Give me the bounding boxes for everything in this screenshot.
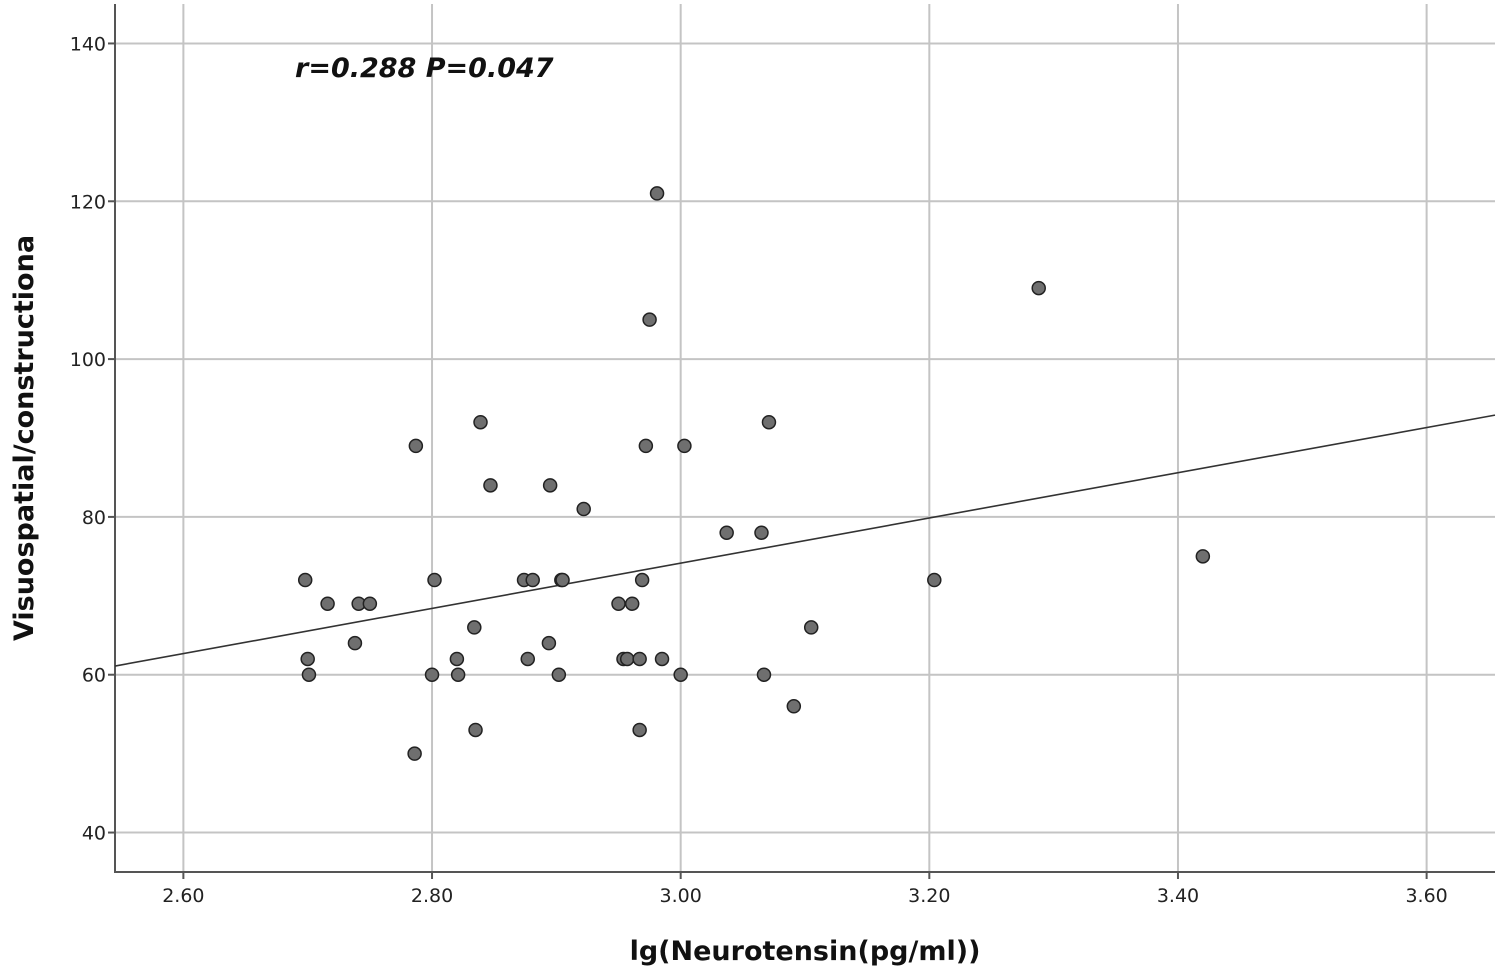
data-point xyxy=(1195,549,1211,564)
data-point xyxy=(407,746,422,761)
data-point xyxy=(301,667,317,682)
x-tick-label: 3.40 xyxy=(1157,885,1199,907)
x-tick-label: 3.00 xyxy=(660,885,702,907)
data-point xyxy=(520,651,536,667)
data-point xyxy=(673,667,688,682)
y-tick-label: 100 xyxy=(70,349,106,371)
data-point xyxy=(555,572,570,588)
x-tick-label: 2.80 xyxy=(411,885,453,907)
data-point xyxy=(1031,280,1046,296)
data-point xyxy=(634,572,650,588)
data-point xyxy=(649,186,665,201)
y-tick-label: 120 xyxy=(70,191,106,213)
x-tick-label: 3.20 xyxy=(908,885,950,907)
data-point xyxy=(450,667,466,682)
data-point xyxy=(638,438,654,454)
data-point xyxy=(467,620,482,635)
data-point xyxy=(677,438,692,454)
fit-line xyxy=(114,414,1496,667)
x-tick-label: 2.60 xyxy=(162,885,204,907)
data-point xyxy=(642,312,657,327)
data-point xyxy=(624,596,640,611)
data-point xyxy=(483,478,498,493)
y-axis-title: Visuospatial/constructiona xyxy=(9,235,40,641)
axis-frame xyxy=(114,4,1495,873)
data-point xyxy=(632,651,647,667)
x-tick-label: 3.60 xyxy=(1405,885,1447,907)
data-point xyxy=(576,501,591,517)
data-point xyxy=(320,596,335,611)
y-tick-label: 80 xyxy=(82,507,106,529)
data-point xyxy=(803,620,819,635)
data-point xyxy=(468,722,483,738)
data-point xyxy=(654,651,670,667)
data-point xyxy=(756,667,772,682)
data-point xyxy=(427,572,442,588)
data-point xyxy=(347,635,363,651)
data-point xyxy=(619,651,635,667)
data-point xyxy=(473,414,488,430)
correlation-annotation: r=0.288 P=0.047 xyxy=(295,53,554,84)
data-point xyxy=(719,525,734,540)
data-point xyxy=(754,525,769,540)
y-tick-label: 40 xyxy=(82,823,106,845)
data-point xyxy=(761,414,777,430)
data-point xyxy=(611,596,626,611)
x-axis-title: lg(Neurotensin(pg/ml)) xyxy=(630,936,981,967)
data-points xyxy=(297,186,1211,761)
data-point xyxy=(297,572,313,588)
data-point xyxy=(300,651,315,667)
data-point xyxy=(408,438,424,454)
regression-line xyxy=(114,414,1496,667)
data-point xyxy=(541,635,557,651)
data-point xyxy=(632,722,647,738)
y-tick-label: 60 xyxy=(82,665,106,687)
grid-lines xyxy=(115,4,1495,872)
data-point xyxy=(786,699,802,714)
data-point xyxy=(424,667,440,682)
data-point xyxy=(449,651,465,667)
data-point xyxy=(551,667,567,682)
y-tick-label: 140 xyxy=(70,33,106,55)
axes xyxy=(114,4,1495,873)
data-point xyxy=(362,596,378,611)
data-point xyxy=(525,572,540,588)
data-point xyxy=(542,478,558,493)
tick-labels: 2.60 2.80 3.00 3.20 3.40 3.60 40 60 80 100 120 140 xyxy=(70,33,1448,907)
data-point xyxy=(927,572,942,588)
